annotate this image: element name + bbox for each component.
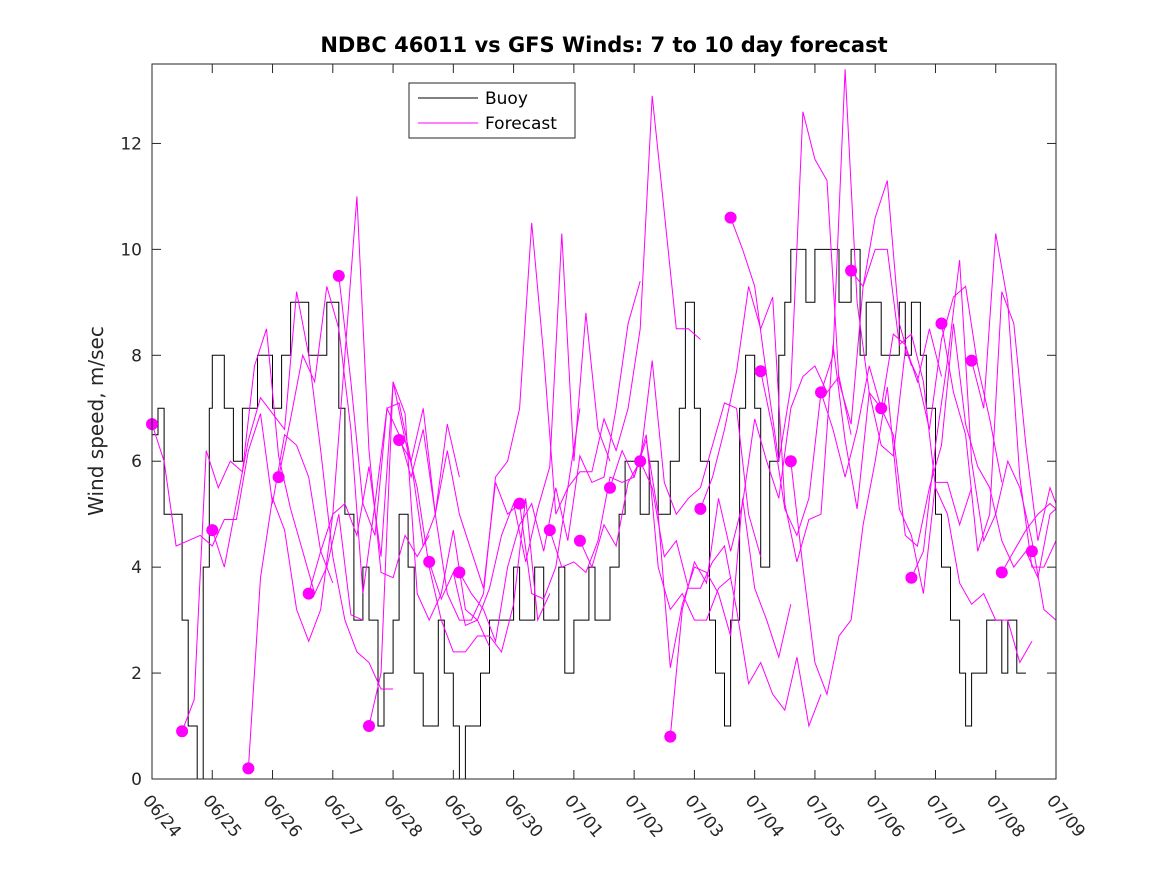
forecast-series-line-18	[730, 111, 912, 462]
legend-buoy-label: Buoy	[485, 89, 528, 109]
forecast-series-line-22	[850, 248, 1033, 664]
forecast-series-line-16	[669, 365, 852, 737]
forecast-series-line-11	[519, 95, 701, 600]
y-tick-label: 2	[131, 664, 142, 684]
forecast-point-14	[604, 481, 616, 494]
y-tick-label: 10	[120, 240, 142, 260]
chart-title: NDBC 46011 vs GFS Winds: 7 to 10 day for…	[320, 33, 887, 57]
forecast-series-line-3	[247, 196, 430, 769]
forecast-point-16	[664, 730, 677, 743]
forecast-series-line-0	[151, 413, 334, 584]
forecast-point-22	[845, 264, 858, 277]
buoy-series-line	[152, 248, 1026, 780]
forecast-series-line-7	[368, 381, 551, 727]
forecast-point-9	[423, 555, 436, 568]
forecast-point-21	[815, 386, 827, 399]
forecast-point-13	[573, 534, 586, 547]
forecast-series-line-13	[579, 360, 762, 569]
forecast-series-line-4	[278, 286, 460, 594]
forecast-point-18	[724, 211, 737, 224]
forecast-series-line-8	[398, 222, 581, 621]
forecast-point-20	[784, 455, 797, 468]
data-layer	[146, 69, 1057, 780]
forecast-point-15	[634, 455, 647, 468]
forecast-series-line-1	[181, 328, 364, 732]
forecast-point-1	[176, 725, 189, 738]
forecast-series-line-27	[1001, 502, 1057, 573]
forecast-point-4	[272, 471, 285, 484]
forecast-point-3	[242, 762, 255, 775]
forecast-series-line-17	[699, 286, 882, 563]
forecast-point-11	[513, 497, 526, 510]
forecast-series-line-21	[820, 69, 1003, 483]
forecast-point-23	[875, 402, 888, 415]
forecast-point-19	[754, 365, 767, 378]
forecast-series-line-20	[790, 387, 973, 697]
forecast-point-6	[332, 269, 345, 282]
forecast-point-26	[965, 354, 978, 367]
forecast-series-line-26	[971, 233, 1057, 568]
forecast-point-7	[363, 720, 375, 732]
forecast-series-line-2	[211, 291, 394, 690]
forecast-point-5	[302, 587, 315, 600]
forecast-series-line-9	[428, 233, 611, 627]
forecast-point-28	[1025, 545, 1038, 558]
y-axis-label: Wind speed, m/sec	[84, 326, 108, 516]
y-tick-label: 4	[131, 558, 142, 578]
forecast-series-line-24	[910, 259, 1057, 621]
forecast-series-line-15	[639, 460, 822, 728]
forecast-point-10	[453, 566, 466, 579]
y-tick-label: 8	[131, 346, 142, 366]
forecast-point-17	[694, 502, 707, 515]
y-tick-label: 0	[131, 770, 142, 790]
forecast-point-24	[905, 571, 918, 584]
axes-frame	[151, 63, 1057, 780]
plot-area	[152, 64, 1056, 779]
forecast-series-line-10	[458, 280, 641, 644]
forecast-point-27	[995, 566, 1008, 579]
forecast-point-25	[935, 317, 948, 330]
legend: Buoy Forecast	[408, 82, 576, 139]
forecast-point-8	[393, 434, 406, 446]
y-tick-label: 12	[120, 134, 142, 154]
forecast-series-line-25	[941, 291, 1057, 552]
y-tick-label: 6	[131, 452, 142, 472]
forecast-point-2	[206, 524, 219, 537]
forecast-point-12	[543, 524, 556, 537]
legend-box	[408, 82, 576, 139]
legend-forecast-label: Forecast	[485, 114, 557, 134]
